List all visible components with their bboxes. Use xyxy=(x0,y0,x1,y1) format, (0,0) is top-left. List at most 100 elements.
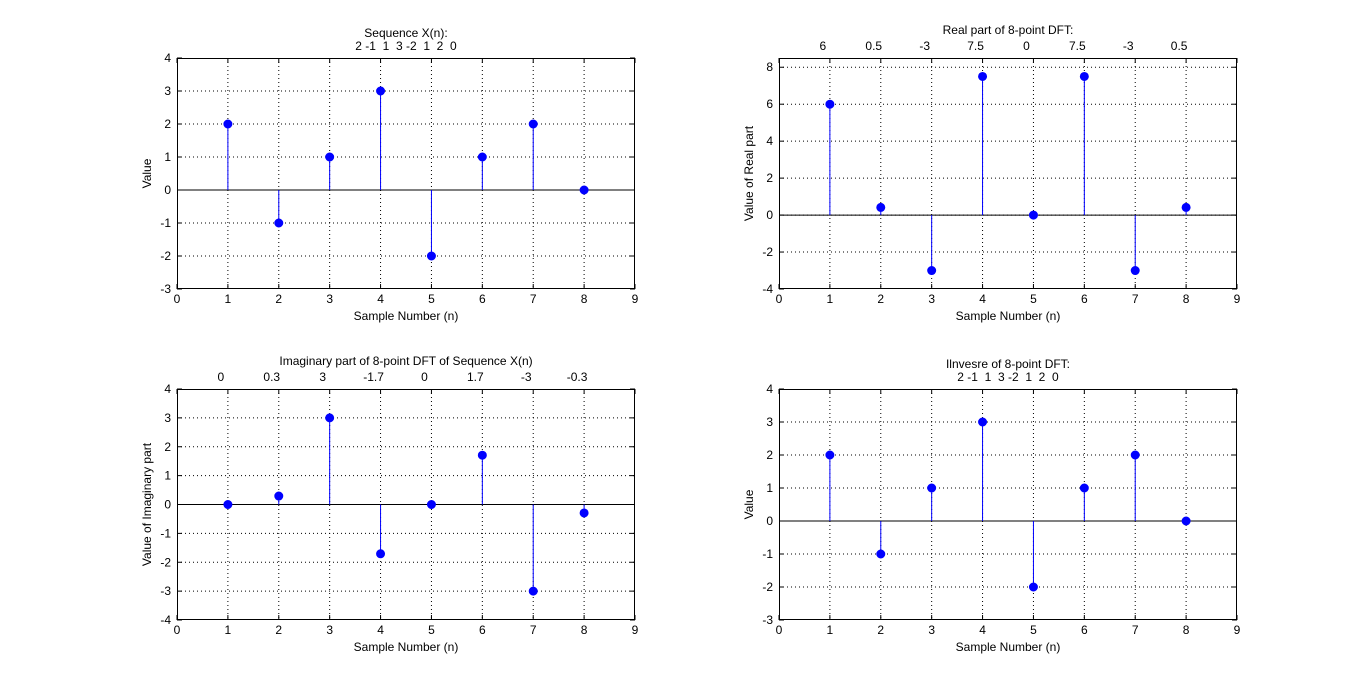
x-tick-label: 7 xyxy=(530,623,537,637)
axes-frame xyxy=(779,58,1237,289)
x-tick-label: 4 xyxy=(979,292,986,306)
stem-marker xyxy=(579,508,589,518)
dft-value-label: 7.5 xyxy=(1069,39,1086,53)
y-tick-label: -2 xyxy=(762,245,773,259)
stem-marker xyxy=(477,450,487,460)
x-tick-label: 3 xyxy=(928,292,935,306)
y-tick-label: 6 xyxy=(766,97,773,111)
axes-frame xyxy=(779,389,1237,620)
subplot-title: 2 -1 1 3 -2 1 2 0 xyxy=(957,370,1059,384)
dft-value-label: 0 xyxy=(1023,39,1030,53)
stem-marker xyxy=(825,450,835,460)
x-tick-label: 4 xyxy=(377,623,384,637)
stem-marker xyxy=(1181,516,1191,526)
stem-marker xyxy=(274,491,284,501)
y-tick-label: -2 xyxy=(160,555,171,569)
x-tick-label: 0 xyxy=(174,623,181,637)
axes-frame xyxy=(177,58,635,289)
x-tick-label: 2 xyxy=(877,292,884,306)
dft-value-label: -3 xyxy=(521,370,532,384)
stem-marker xyxy=(528,586,538,596)
stem-marker xyxy=(876,549,886,559)
x-tick-label: 7 xyxy=(1132,623,1139,637)
stem-marker xyxy=(426,251,436,261)
stem-marker xyxy=(1079,71,1089,81)
x-tick-label: 9 xyxy=(632,292,639,306)
stem-marker xyxy=(376,549,386,559)
subplot-title: Imaginary part of 8-point DFT of Sequenc… xyxy=(279,354,532,368)
y-tick-label: 8 xyxy=(766,60,773,74)
stem-marker xyxy=(1079,483,1089,493)
y-tick-label: 2 xyxy=(164,117,171,131)
x-tick-label: 3 xyxy=(326,292,333,306)
x-tick-label: 7 xyxy=(530,292,537,306)
subplot-inverse-dft: 0 1 2 3 4 5 6 7 8 9 -3 -2 -1 0 1 2 3 4 Sample Number (n) Va… xyxy=(742,357,1241,654)
y-tick-label: 2 xyxy=(164,440,171,454)
dft-value-label: -0.3 xyxy=(567,370,588,384)
stem-marker xyxy=(927,483,937,493)
dft-value-label: 6 xyxy=(820,39,827,53)
x-tick-label: 1 xyxy=(225,623,232,637)
x-axis-label: Sample Number (n) xyxy=(956,640,1061,654)
x-tick-label: 5 xyxy=(1030,292,1037,306)
subplot-input-sequence: 0 1 2 3 4 5 6 7 8 9 -3 -2 -1 0 1 2 3 4 Sample Number (n) Va… xyxy=(140,26,639,323)
stem-marker xyxy=(376,86,386,96)
subplot-dft-imaginary-part: 0 1 2 3 4 5 6 7 8 9 -4 -3 -2 -1 0 1 2 3 4 Sample Number (n)… xyxy=(140,354,639,654)
x-tick-label: 2 xyxy=(877,623,884,637)
dft-value-label: 1.7 xyxy=(467,370,484,384)
stem-marker xyxy=(477,152,487,162)
x-tick-label: 3 xyxy=(928,623,935,637)
x-tick-label: 6 xyxy=(479,623,486,637)
x-tick-label: 9 xyxy=(632,623,639,637)
x-tick-label: 1 xyxy=(827,292,834,306)
stem-marker xyxy=(325,152,335,162)
y-tick-label: -3 xyxy=(160,282,171,296)
x-axis-label: Sample Number (n) xyxy=(956,309,1061,323)
dft-value-label: 0 xyxy=(218,370,225,384)
plot-svg: 0 1 2 3 4 5 6 7 8 9 -3 -2 -1 0 1 2 3 4 Sample Number (n) Va… xyxy=(742,357,1241,654)
y-axis-label: Value xyxy=(742,489,756,519)
stem-marker xyxy=(223,119,233,129)
x-tick-label: 2 xyxy=(275,292,282,306)
stem-marker xyxy=(1130,266,1140,276)
dft-value-label: -3 xyxy=(1123,39,1134,53)
y-tick-label: 2 xyxy=(766,171,773,185)
stem-marker xyxy=(1028,582,1038,592)
y-tick-label: 1 xyxy=(766,481,773,495)
y-tick-label: 3 xyxy=(164,84,171,98)
stem-marker xyxy=(528,119,538,129)
y-tick-label: -4 xyxy=(160,613,171,627)
y-tick-label: 4 xyxy=(164,51,171,65)
x-axis-label: Sample Number (n) xyxy=(354,640,459,654)
y-tick-label: -4 xyxy=(762,282,773,296)
stem-marker xyxy=(1130,450,1140,460)
subplot-title: 2 -1 1 3 -2 1 2 0 xyxy=(355,39,457,53)
y-axis-label: Value of Imaginary part xyxy=(140,442,154,566)
x-tick-label: 5 xyxy=(428,292,435,306)
subplot-title: Sequence X(n): xyxy=(364,26,447,40)
x-tick-label: 2 xyxy=(275,623,282,637)
stem-marker xyxy=(325,413,335,423)
dft-value-label: 7.5 xyxy=(967,39,984,53)
x-tick-label: 5 xyxy=(428,623,435,637)
x-tick-label: 8 xyxy=(581,292,588,306)
subplot-dft-real-part: 0 1 2 3 4 5 6 7 8 9 -4 -2 0 2 4 6 8 Sample Number (n) Valu… xyxy=(742,23,1241,323)
stem-marker xyxy=(579,185,589,195)
stem-marker xyxy=(978,417,988,427)
x-tick-label: 7 xyxy=(1132,292,1139,306)
y-tick-label: 3 xyxy=(766,415,773,429)
y-tick-label: 1 xyxy=(164,469,171,483)
x-tick-label: 0 xyxy=(776,623,783,637)
y-tick-label: -3 xyxy=(762,613,773,627)
x-tick-label: 9 xyxy=(1234,623,1241,637)
stem-marker xyxy=(426,500,436,509)
x-tick-label: 8 xyxy=(581,623,588,637)
y-tick-label: 0 xyxy=(164,498,171,512)
x-tick-label: 1 xyxy=(827,623,834,637)
plot-svg: 0 1 2 3 4 5 6 7 8 9 -4 -3 -2 -1 0 1 2 3 4 Sample Number (n)… xyxy=(140,354,639,654)
subplot-title: Ilnvesre of 8-point DFT: xyxy=(946,357,1070,371)
x-tick-label: 9 xyxy=(1234,292,1241,306)
x-tick-label: 0 xyxy=(174,292,181,306)
y-tick-label: 0 xyxy=(766,514,773,528)
